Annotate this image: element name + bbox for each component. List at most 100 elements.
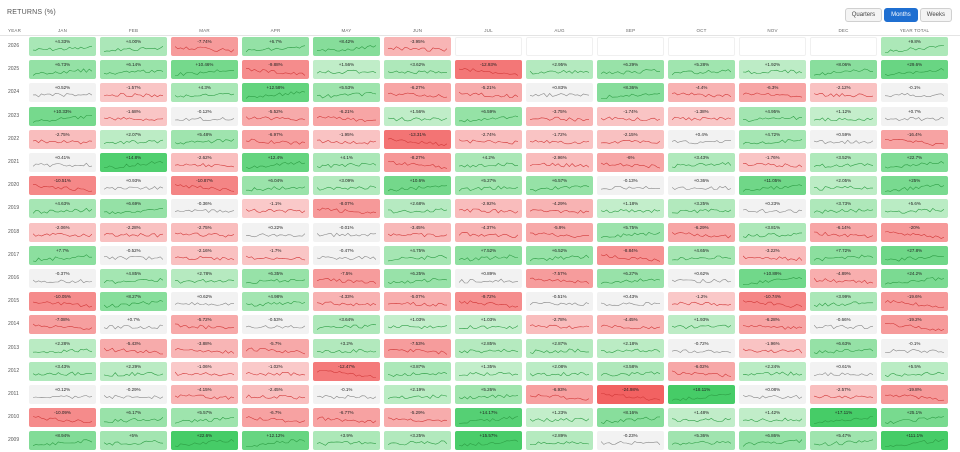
month-return-cell[interactable]: +15.57%: [455, 431, 522, 451]
month-return-cell[interactable]: -1.76%: [739, 153, 806, 172]
month-return-cell[interactable]: +14.17%: [455, 408, 522, 428]
month-return-cell[interactable]: -12.47%: [313, 361, 380, 381]
month-return-cell[interactable]: -5.43%: [100, 338, 167, 358]
month-return-cell[interactable]: +5.27%: [455, 176, 522, 196]
month-return-cell[interactable]: +0.52%: [29, 83, 96, 103]
month-return-cell[interactable]: +4.33%: [29, 37, 96, 56]
month-return-cell[interactable]: -5.07%: [384, 292, 451, 312]
month-return-cell[interactable]: +6.57%: [526, 176, 593, 196]
month-return-cell[interactable]: +4.75%: [384, 245, 451, 265]
month-return-cell[interactable]: +3.62%: [384, 60, 451, 80]
month-return-cell[interactable]: +6.25%: [384, 269, 451, 288]
month-return-cell[interactable]: +1.56%: [384, 106, 451, 126]
month-return-cell[interactable]: +14.8%: [100, 153, 167, 172]
month-return-cell[interactable]: +12.4%: [242, 153, 309, 172]
month-return-cell[interactable]: -2.12%: [810, 83, 877, 103]
month-return-cell[interactable]: -10.74%: [739, 292, 806, 312]
month-return-cell[interactable]: -1.7%: [242, 245, 309, 265]
year-total-cell[interactable]: +9.8%: [881, 37, 948, 56]
month-return-cell[interactable]: -6.3%: [739, 83, 806, 103]
month-return-cell[interactable]: +2.07%: [100, 129, 167, 149]
month-return-cell[interactable]: +4.85%: [100, 269, 167, 288]
month-return-cell[interactable]: +6.29%: [597, 60, 664, 80]
month-return-cell[interactable]: -2.74%: [455, 129, 522, 149]
month-return-cell[interactable]: +5.36%: [668, 431, 735, 451]
month-return-cell[interactable]: -3.45%: [384, 222, 451, 242]
month-return-cell[interactable]: -5.7%: [242, 338, 309, 358]
month-return-cell[interactable]: +2.08%: [526, 361, 593, 381]
month-return-cell[interactable]: +0.22%: [242, 222, 309, 242]
year-total-cell[interactable]: +25.1%: [881, 408, 948, 428]
month-return-cell[interactable]: +10.46%: [171, 60, 238, 80]
month-return-cell[interactable]: -6.27%: [384, 83, 451, 103]
month-return-cell[interactable]: -0.13%: [597, 176, 664, 196]
month-return-cell[interactable]: +0.93%: [100, 176, 167, 196]
month-return-cell[interactable]: -0.1%: [313, 385, 380, 404]
month-return-cell[interactable]: -5.21%: [455, 83, 522, 103]
month-return-cell[interactable]: +8.06%: [810, 60, 877, 80]
month-return-cell[interactable]: +10.6%: [384, 176, 451, 196]
month-return-cell[interactable]: +5.26%: [455, 385, 522, 404]
month-return-cell[interactable]: +4.63%: [29, 199, 96, 219]
month-return-cell[interactable]: +0.08%: [739, 385, 806, 404]
month-return-cell[interactable]: +3.52%: [810, 153, 877, 172]
month-return-cell[interactable]: -2.57%: [810, 385, 877, 404]
month-return-cell[interactable]: -2.06%: [29, 222, 96, 242]
month-return-cell[interactable]: -6.28%: [739, 315, 806, 335]
month-return-cell[interactable]: +6.35%: [242, 269, 309, 288]
month-return-cell[interactable]: -2.96%: [526, 153, 593, 172]
month-return-cell[interactable]: +3.09%: [313, 176, 380, 196]
month-return-cell[interactable]: +3.43%: [668, 153, 735, 172]
month-return-cell[interactable]: +5.57%: [171, 408, 238, 428]
month-return-cell[interactable]: +3.43%: [29, 361, 96, 381]
month-return-cell[interactable]: -0.52%: [100, 245, 167, 265]
year-total-cell[interactable]: -0.1%: [881, 83, 948, 103]
month-return-cell[interactable]: -5.9%: [526, 222, 593, 242]
month-return-cell[interactable]: +3.9%: [313, 431, 380, 451]
month-return-cell[interactable]: -0.37%: [29, 269, 96, 288]
month-return-cell[interactable]: +1.18%: [597, 199, 664, 219]
month-return-cell[interactable]: -13.31%: [384, 129, 451, 149]
month-return-cell[interactable]: +7.7%: [29, 245, 96, 265]
month-return-cell[interactable]: -1.2%: [668, 292, 735, 312]
month-return-cell[interactable]: -0.51%: [526, 292, 593, 312]
month-return-cell[interactable]: -8.07%: [313, 199, 380, 219]
month-return-cell[interactable]: -7.57%: [526, 269, 593, 288]
month-return-cell[interactable]: +4.72%: [739, 129, 806, 149]
month-return-cell[interactable]: -1.68%: [100, 106, 167, 126]
month-return-cell[interactable]: +0.36%: [668, 176, 735, 196]
month-return-cell[interactable]: +3.99%: [810, 292, 877, 312]
month-return-cell[interactable]: -2.45%: [242, 385, 309, 404]
month-return-cell[interactable]: -0.47%: [313, 245, 380, 265]
month-return-cell[interactable]: +1.92%: [739, 60, 806, 80]
month-return-cell[interactable]: -7.74%: [171, 37, 238, 56]
month-return-cell[interactable]: +1.93%: [668, 315, 735, 335]
month-return-cell[interactable]: +4.65%: [668, 245, 735, 265]
month-return-cell[interactable]: +5.28%: [668, 60, 735, 80]
month-return-cell[interactable]: +1.03%: [384, 315, 451, 335]
month-return-cell[interactable]: +4.95%: [739, 106, 806, 126]
month-return-cell[interactable]: +2.78%: [171, 269, 238, 288]
month-return-cell[interactable]: +7.52%: [455, 245, 522, 265]
month-return-cell[interactable]: -4.37%: [455, 222, 522, 242]
month-return-cell[interactable]: -3.22%: [739, 245, 806, 265]
month-return-cell[interactable]: +2.85%: [455, 338, 522, 358]
month-return-cell[interactable]: -3.75%: [526, 106, 593, 126]
month-return-cell[interactable]: -1.74%: [597, 106, 664, 126]
month-return-cell[interactable]: -10.09%: [29, 408, 96, 428]
month-return-cell[interactable]: -6.21%: [313, 106, 380, 126]
month-return-cell[interactable]: -4.29%: [526, 199, 593, 219]
month-return-cell[interactable]: -2.62%: [171, 153, 238, 172]
month-return-cell[interactable]: -6.02%: [668, 361, 735, 381]
month-return-cell[interactable]: -7.5%: [313, 269, 380, 288]
month-return-cell[interactable]: -0.53%: [242, 315, 309, 335]
month-return-cell[interactable]: -6.29%: [668, 222, 735, 242]
month-return-cell[interactable]: +0.83%: [526, 83, 593, 103]
year-total-cell[interactable]: -19.2%: [881, 315, 948, 335]
month-return-cell[interactable]: -2.92%: [455, 199, 522, 219]
month-return-cell[interactable]: -1.06%: [171, 361, 238, 381]
month-return-cell[interactable]: +1.03%: [455, 315, 522, 335]
month-return-cell[interactable]: -10.87%: [171, 176, 238, 196]
month-return-cell[interactable]: +6.17%: [100, 408, 167, 428]
month-return-cell[interactable]: -2.28%: [100, 222, 167, 242]
